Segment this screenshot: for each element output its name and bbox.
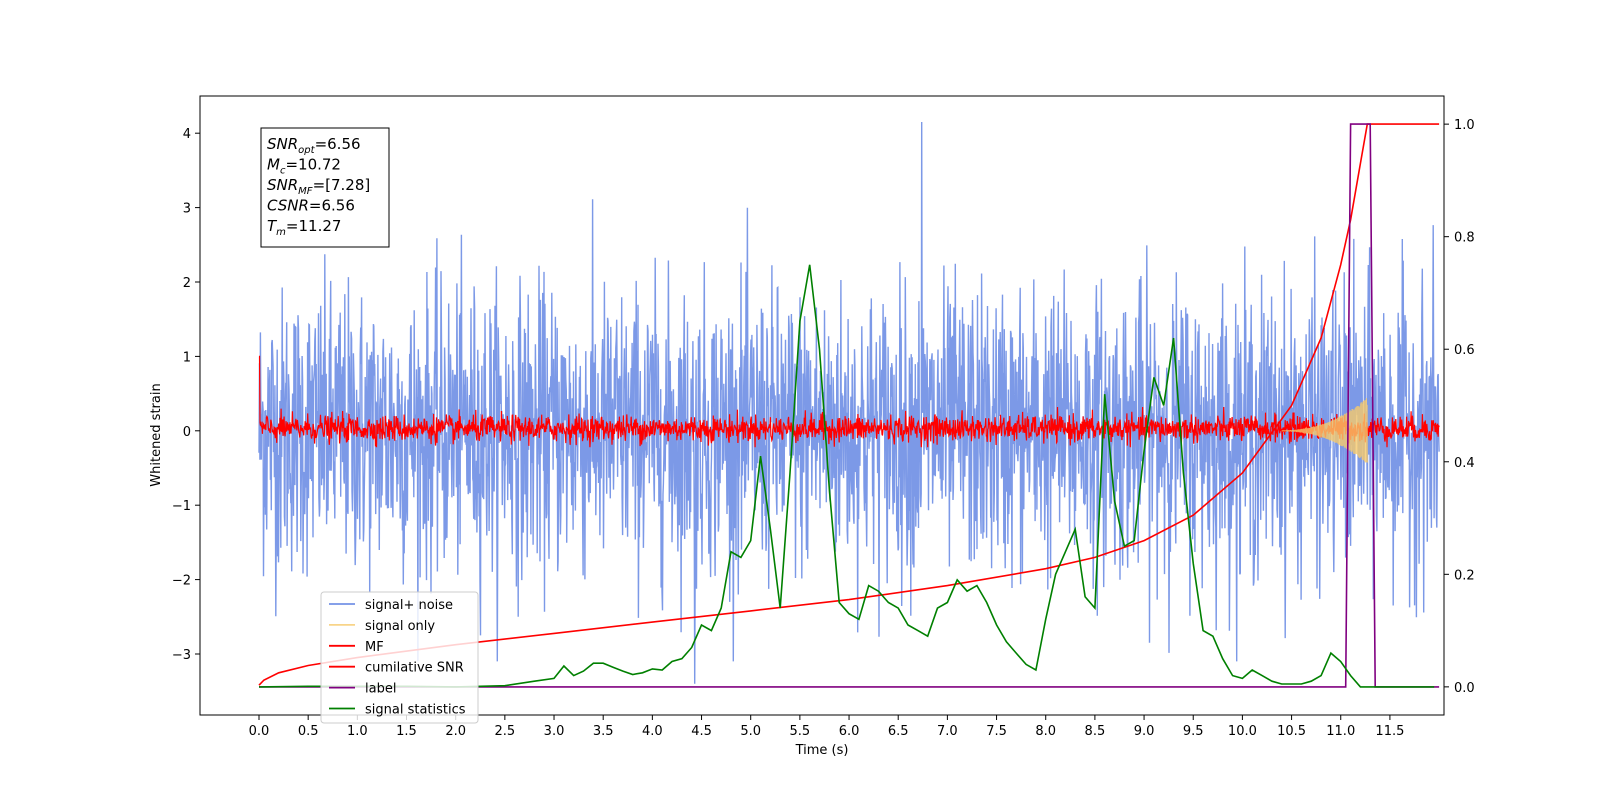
x-tick-label: 5.0 <box>740 724 761 739</box>
y-tick-label: −2 <box>172 574 191 589</box>
x-tick-label: 2.0 <box>445 724 466 739</box>
x-tick-label: 11.5 <box>1375 724 1404 739</box>
y-right-tick-label: 0.4 <box>1454 456 1475 471</box>
y-right-tick-label: 0.0 <box>1454 681 1475 696</box>
legend-label: signal statistics <box>365 703 466 718</box>
series-signal-noise <box>258 121 1440 684</box>
legend-label: signal+ noise <box>365 598 453 613</box>
y-tick-label: 3 <box>183 202 191 217</box>
annotation-line: SNRopt=6.56 <box>267 135 361 156</box>
x-tick-label: 11.0 <box>1326 724 1355 739</box>
x-tick-label: 3.5 <box>593 724 614 739</box>
x-tick-label: 7.5 <box>986 724 1007 739</box>
y-tick-label: 2 <box>183 276 191 291</box>
x-tick-label: 4.5 <box>691 724 712 739</box>
legend-label: cumilative SNR <box>365 661 464 676</box>
y-axis-left: −3 −2 −1 0 1 2 3 4 <box>172 127 200 663</box>
annotation-line: CSNR=6.56 <box>267 197 355 215</box>
x-tick-label: 5.5 <box>790 724 811 739</box>
x-tick-label: 1.0 <box>347 724 368 739</box>
x-tick-label: 0.5 <box>298 724 319 739</box>
x-tick-label: 9.5 <box>1183 724 1204 739</box>
x-tick-label: 6.0 <box>839 724 860 739</box>
annotation-line: SNRMF=[7.28] <box>267 176 370 197</box>
x-tick-label: 10.5 <box>1277 724 1306 739</box>
annotation-box: SNRopt=6.56Mc=10.72SNRMF=[7.28]CSNR=6.56… <box>260 127 390 248</box>
x-tick-label: 3.0 <box>544 724 565 739</box>
x-tick-label: 10.0 <box>1228 724 1257 739</box>
legend-frame <box>320 591 479 724</box>
series-signal-statistics <box>258 264 1435 688</box>
y-tick-label: 4 <box>183 127 191 142</box>
y-right-tick-label: 1.0 <box>1454 118 1475 133</box>
legend-label: label <box>365 682 396 697</box>
x-tick-label: 9.0 <box>1134 724 1155 739</box>
y-right-tick-label: 0.8 <box>1454 231 1475 246</box>
annotation-frame <box>260 127 390 248</box>
plot-frame <box>199 95 1445 716</box>
x-tick-label: 1.5 <box>396 724 417 739</box>
legend-label: signal only <box>365 619 435 634</box>
series-signal-only <box>1281 398 1368 463</box>
x-tick-label: 7.0 <box>937 724 958 739</box>
legend-label: MF <box>365 640 384 655</box>
x-tick-label: 8.0 <box>1035 724 1056 739</box>
series-mf <box>258 355 1440 448</box>
annotation-line: Tm=11.27 <box>267 217 341 238</box>
x-tick-label: 2.5 <box>495 724 516 739</box>
y-tick-label: −3 <box>172 648 191 663</box>
x-axis: 0.0 0.5 1.0 1.5 2.0 2.5 3.0 3.5 4.0 4.5 5.0 5.5 6.0 6… <box>249 715 1404 739</box>
y-tick-label: 1 <box>183 350 191 365</box>
x-tick-label: 8.5 <box>1085 724 1106 739</box>
x-tick-label: 0.0 <box>249 724 270 739</box>
y-right-tick-label: 0.2 <box>1454 568 1475 583</box>
legend: signal+ noise signal only MF cumilative SNR… <box>320 591 479 724</box>
y-tick-label: 0 <box>183 425 191 440</box>
x-axis-label: Time (s) <box>795 743 849 758</box>
y-right-tick-label: 0.6 <box>1454 343 1475 358</box>
y-axis-right: 0.0 0.2 0.4 0.6 0.8 1.0 <box>1444 118 1475 696</box>
y-axis-label: Whitened strain <box>149 383 164 486</box>
y-tick-label: −1 <box>172 499 191 514</box>
annotation-line: Mc=10.72 <box>267 156 341 177</box>
x-tick-label: 4.0 <box>642 724 663 739</box>
x-tick-label: 6.5 <box>888 724 909 739</box>
